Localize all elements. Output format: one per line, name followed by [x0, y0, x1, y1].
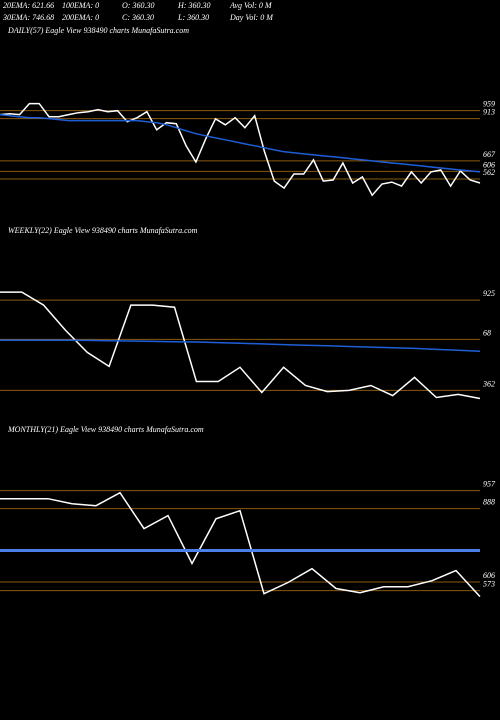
- header-stat: Day Vol: 0 M: [229, 13, 274, 22]
- level-label: 925: [483, 289, 495, 298]
- level-label: 913: [483, 107, 495, 116]
- header-stat: 200EMA: 0: [62, 13, 99, 22]
- level-label: 959: [483, 99, 495, 108]
- series-line: [0, 113, 481, 173]
- level-label: 957: [483, 479, 496, 488]
- level-label: 606: [483, 571, 495, 580]
- header-stat: L: 360.30: [177, 13, 209, 22]
- header-stat: C: 360.30: [122, 13, 154, 22]
- level-label: 562: [483, 168, 495, 177]
- level-label: 362: [482, 379, 495, 388]
- series-line: [0, 291, 481, 400]
- series-line: [0, 102, 481, 197]
- header-stat: 20EMA: 621.66: [3, 1, 54, 10]
- header-stat: O: 360.30: [122, 1, 154, 10]
- level-label: 606: [483, 160, 495, 169]
- level-label: 573: [483, 579, 495, 588]
- panel-title: DAILY(57) Eagle View 938490 charts Munaf…: [7, 26, 189, 35]
- series-line: [0, 491, 481, 598]
- panel-title: MONTHLY(21) Eagle View 938490 charts Mun…: [7, 425, 204, 434]
- header-stat: 30EMA: 746.68: [2, 13, 54, 22]
- header-stat: 100EMA: 0: [62, 1, 99, 10]
- header-stat: Avg Vol: 0 M: [229, 1, 273, 10]
- level-label: 667: [483, 150, 496, 159]
- panel-title: WEEKLY(22) Eagle View 938490 charts Muna…: [8, 226, 198, 235]
- header-stat: H: 360.30: [177, 1, 210, 10]
- level-label: 68: [483, 328, 491, 337]
- level-label: 888: [483, 497, 495, 506]
- series-line: [0, 339, 481, 353]
